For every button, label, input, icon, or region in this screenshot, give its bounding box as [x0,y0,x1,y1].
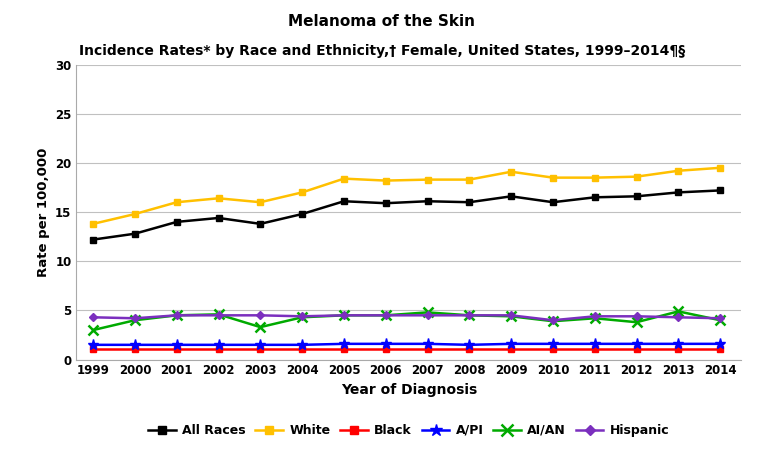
X-axis label: Year of Diagnosis: Year of Diagnosis [341,383,477,397]
Legend: All Races, White, Black, A/PI, AI/AN, Hispanic: All Races, White, Black, A/PI, AI/AN, Hi… [143,419,675,442]
Text: Incidence Rates* by Race and Ethnicity,† Female, United States, 1999–2014¶§: Incidence Rates* by Race and Ethnicity,†… [79,44,685,58]
Y-axis label: Rate per 100,000: Rate per 100,000 [37,148,50,277]
Text: Melanoma of the Skin: Melanoma of the Skin [289,14,475,29]
